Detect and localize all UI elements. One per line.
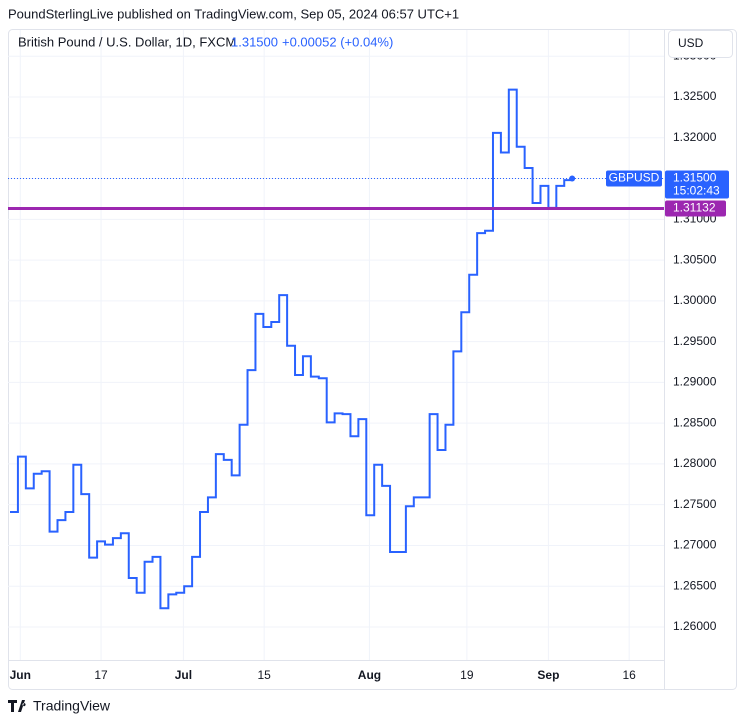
- currency-button[interactable]: [668, 30, 733, 58]
- x-tick-label: 16: [622, 668, 636, 682]
- last-price-box: [665, 170, 729, 199]
- footer-brand: TradingView: [33, 698, 111, 714]
- y-tick-label: 1.28500: [673, 415, 717, 429]
- x-tick-label: 17: [94, 668, 108, 682]
- symbol-label: GBPUSD: [609, 171, 660, 185]
- y-tick-label: 1.27500: [673, 497, 717, 511]
- legend-price: 1.31500: [231, 34, 278, 49]
- y-tick-label: 1.29000: [673, 375, 717, 389]
- y-tick-label: 1.32000: [673, 130, 717, 144]
- x-tick-label: Aug: [358, 668, 381, 682]
- plot: [8, 88, 664, 610]
- x-tick-label: Jul: [175, 668, 192, 682]
- legend-change: +0.00052 (+0.04%): [282, 34, 393, 49]
- y-tick-label: 1.26000: [673, 619, 717, 633]
- y-tick-label: 1.30500: [673, 252, 717, 266]
- footer-logo: [8, 700, 26, 712]
- symbol-title: British Pound / U.S. Dollar, 1D, FXCM: [18, 34, 236, 49]
- y-tick-label: 1.26500: [673, 578, 717, 592]
- symbol-label-box: [606, 170, 662, 187]
- horizontal-line-box: [665, 200, 726, 217]
- horizontal-line-label: 1.31132: [673, 201, 716, 215]
- y-tick-label: 1.27000: [673, 538, 717, 552]
- logo-icon: [8, 700, 26, 712]
- grid: [8, 30, 664, 660]
- x-tick-label: Jun: [10, 668, 31, 682]
- countdown-label: 15:02:43: [673, 184, 720, 198]
- x-tick-label: 15: [257, 668, 271, 682]
- price-line: [10, 88, 574, 610]
- currency-label[interactable]: USD: [678, 36, 704, 50]
- y-tick-label: 1.28000: [673, 456, 717, 470]
- x-tick-label: Sep: [537, 668, 559, 682]
- chart-frame: [8, 29, 737, 690]
- y-tick-label: 1.32500: [673, 89, 717, 103]
- y-tick-label: 1.29500: [673, 334, 717, 348]
- y-tick-label: 1.30000: [673, 293, 717, 307]
- x-tick-label: 19: [460, 668, 474, 682]
- axes: 1.26000 1.26500 1.27000 1.27500 1.28000 1.285…: [10, 48, 729, 682]
- publish-header: PoundSterlingLive published on TradingVi…: [8, 6, 459, 21]
- last-price-label: 1.31500: [673, 171, 717, 185]
